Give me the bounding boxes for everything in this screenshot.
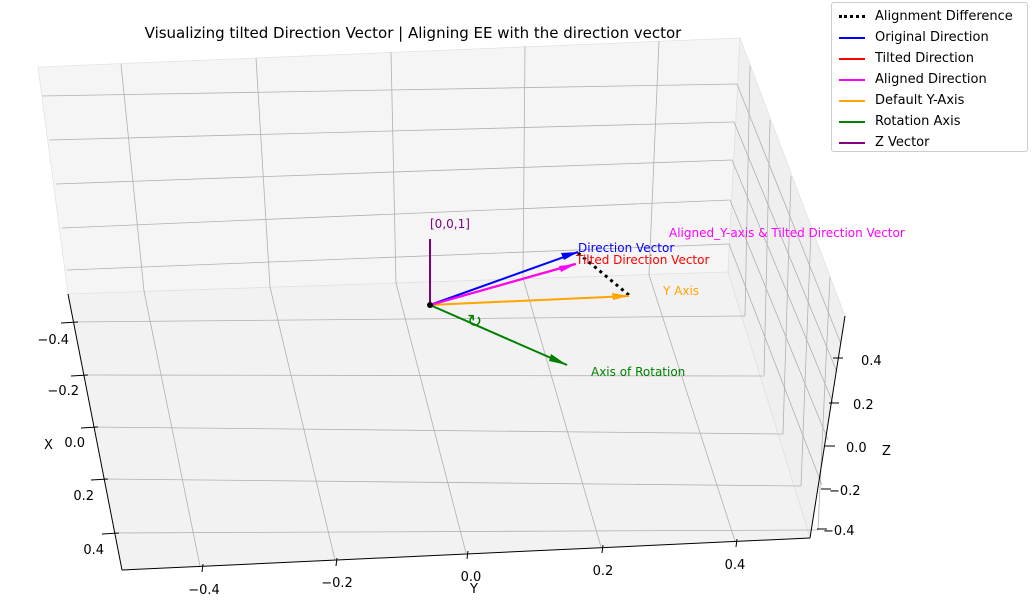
legend-swatch	[839, 141, 865, 144]
legend-swatch	[839, 120, 865, 123]
y-tick-label: 0.4	[725, 558, 746, 573]
y-tick-label: −0.2	[321, 576, 353, 591]
aligned-direction-line	[429, 263, 577, 306]
z-tick-label: 0.0	[846, 441, 867, 456]
legend-label: Aligned Direction	[875, 72, 987, 87]
chart-title: Visualizing tilted Direction Vector | Al…	[145, 24, 683, 42]
rotation-axis-arrowhead	[549, 354, 567, 365]
legend-label: Alignment Difference	[875, 9, 1013, 24]
aligned-direction-arrowhead	[559, 264, 576, 272]
aligned-annotation: Aligned_Y-axis & Tilted Direction Vector	[669, 226, 905, 240]
legend-label: Original Direction	[875, 30, 989, 45]
x-tick-label: −0.2	[47, 384, 79, 399]
legend-swatch	[839, 57, 865, 60]
z-tick-label: 0.2	[853, 398, 874, 413]
vectors	[427, 239, 631, 366]
default-y-axis-arrowhead	[612, 293, 629, 300]
direction-vector-annotation: Direction Vector	[578, 241, 674, 255]
z-tick-label: −0.2	[829, 484, 861, 499]
legend-swatch	[839, 36, 865, 39]
legend-swatch	[839, 15, 865, 18]
original-direction-arrowhead	[561, 252, 578, 260]
z-tick-label: 0.4	[861, 354, 882, 369]
y-axis-label: Y	[469, 582, 478, 597]
legend-item: Aligned Direction	[832, 69, 1027, 90]
legend: Alignment Difference Original Direction Ti…	[831, 2, 1028, 152]
rotation-axis-annotation: Axis of Rotation	[591, 365, 685, 379]
legend-item: Rotation Axis	[832, 111, 1027, 132]
legend-item: Alignment Difference	[832, 6, 1027, 27]
rotation-symbol-icon: ↻	[467, 311, 482, 332]
y-tick-label: 0.2	[593, 564, 614, 579]
legend-label: Rotation Axis	[875, 114, 961, 129]
legend-label: Z Vector	[875, 135, 930, 150]
x-tick-label: −0.4	[37, 333, 69, 348]
legend-swatch	[839, 99, 865, 102]
y-tick-label: 0.0	[461, 570, 482, 585]
axis-spines	[67, 293, 846, 571]
tick-marks	[60, 321, 843, 573]
legend-label: Default Y-Axis	[875, 93, 965, 108]
legend-item: Default Y-Axis	[832, 90, 1027, 111]
legend-item: Tilted Direction	[832, 48, 1027, 69]
grid-lines	[41, 40, 842, 567]
y-tick-label: −0.4	[188, 583, 220, 598]
legend-label: Tilted Direction	[875, 51, 974, 66]
z-tick-label: −0.4	[823, 524, 855, 539]
legend-item: Z Vector	[832, 132, 1027, 153]
tilted-direction-annotation: Tilted Direction Vector	[575, 253, 709, 267]
legend-item: Original Direction	[832, 27, 1027, 48]
alignment-difference-line	[577, 251, 631, 298]
original-direction-line	[429, 251, 579, 306]
x-tick-label: 0.0	[64, 436, 85, 451]
y-axis-annotation: Y Axis	[662, 284, 699, 298]
default-y-axis-line	[429, 295, 630, 306]
z-axis-label: Z	[882, 444, 891, 459]
z-vector-annotation: [0,0,1]	[430, 217, 470, 231]
x-tick-label: 0.2	[73, 489, 94, 504]
origin-point	[427, 302, 433, 308]
legend-swatch	[839, 78, 865, 81]
x-axis-label: X	[44, 438, 53, 453]
rotation-axis-line	[429, 304, 568, 366]
x-tick-label: 0.4	[83, 543, 104, 558]
